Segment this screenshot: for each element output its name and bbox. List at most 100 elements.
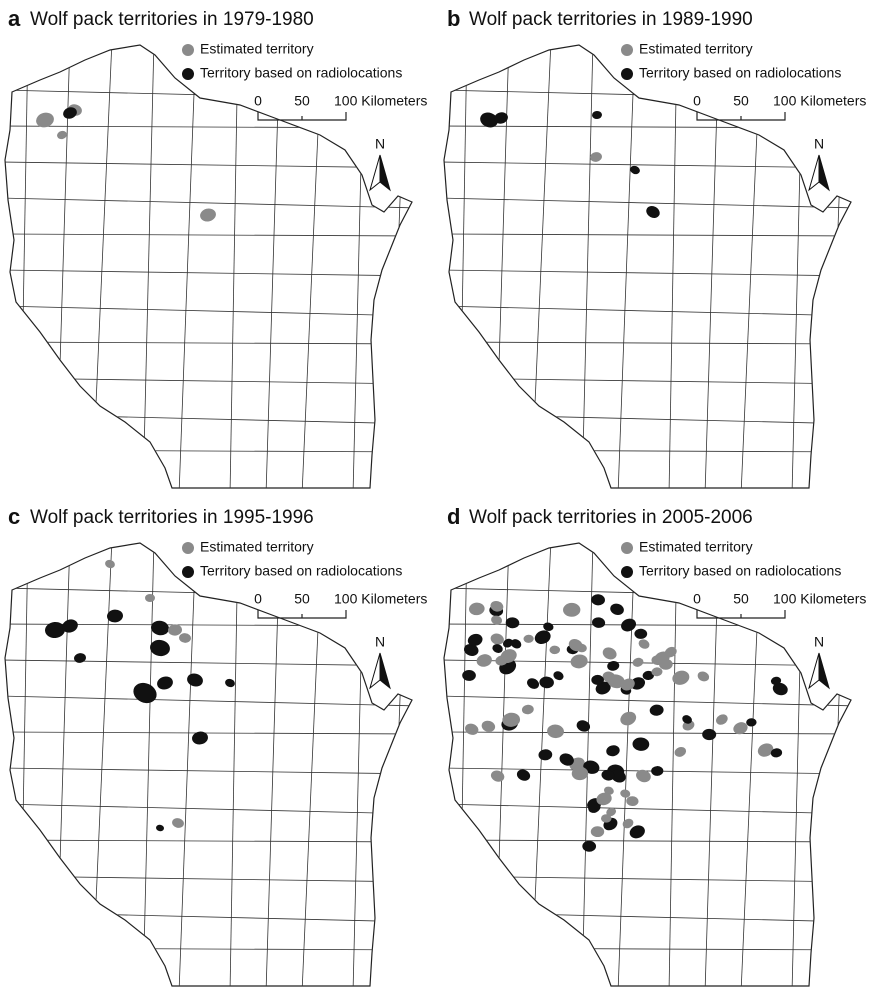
state-outline	[443, 542, 852, 987]
estimated-territory	[502, 712, 521, 727]
radio-territory	[651, 766, 664, 776]
north-arrow	[369, 652, 381, 690]
radio-territory	[591, 674, 604, 686]
county-line	[5, 767, 412, 775]
scale-label: 0	[254, 591, 262, 607]
estimated-territory	[716, 714, 728, 725]
radio-territory	[642, 670, 655, 681]
legend-label: Territory based on radiolocations	[200, 65, 402, 81]
radio-territory	[601, 769, 615, 781]
estimated-territory	[465, 723, 479, 735]
panel-letter: b	[447, 6, 460, 31]
scale-label: 0	[693, 591, 701, 607]
state-outline	[443, 44, 852, 489]
legend-label: Territory based on radiolocations	[639, 65, 841, 81]
scale-bar	[696, 112, 786, 121]
radio-territory	[516, 769, 531, 781]
scale-label: 100 Kilometers	[773, 591, 866, 607]
radio-territory	[610, 603, 624, 615]
county-line	[581, 45, 594, 488]
estimated-territory	[602, 647, 617, 660]
radio-territory	[74, 653, 86, 663]
county-line	[444, 269, 851, 277]
radio-territory	[494, 112, 508, 124]
radio-territory	[770, 676, 782, 686]
estimated-territory	[172, 818, 184, 828]
radio-territory	[772, 682, 788, 696]
radio-territory	[592, 617, 606, 628]
legend-swatch	[621, 44, 633, 56]
estimated-territory	[490, 770, 505, 782]
county-line	[178, 543, 197, 986]
scale-bar	[257, 112, 347, 121]
county-line	[5, 233, 412, 237]
north-arrow	[379, 154, 391, 192]
radio-territory	[649, 704, 664, 716]
scale-label: 50	[294, 93, 310, 109]
scale-label: 100 Kilometers	[773, 93, 866, 109]
county-line	[444, 233, 851, 237]
county-line	[444, 197, 851, 209]
radio-territory	[646, 206, 660, 218]
radio-territory	[133, 682, 157, 704]
county-line	[444, 839, 851, 843]
estimated-territory	[622, 818, 634, 829]
legend-label: Estimated territory	[200, 539, 314, 555]
radio-territory	[559, 753, 574, 766]
estimated-territory	[36, 112, 54, 128]
estimated-territory	[179, 633, 191, 643]
radio-territory	[592, 110, 602, 120]
county-line	[5, 305, 412, 317]
north-label: N	[375, 634, 385, 650]
north-label: N	[375, 136, 385, 152]
legend-label: Estimated territory	[639, 41, 753, 57]
legend-swatch	[621, 566, 633, 578]
estimated-territory	[168, 624, 182, 636]
estimated-territory	[638, 639, 650, 649]
county-line	[142, 45, 155, 488]
north-arrow	[369, 154, 381, 192]
county-line	[5, 659, 412, 667]
radio-territory	[45, 621, 65, 639]
radio-territory	[527, 678, 540, 689]
estimated-territory	[636, 769, 651, 783]
legend-swatch	[182, 68, 194, 80]
radio-territory	[543, 622, 554, 631]
scale-bar	[257, 610, 347, 619]
map-panel: d Wolf pack territories in 2005-2006 Estim…	[443, 504, 866, 987]
county-line	[617, 45, 636, 488]
radio-territory	[107, 609, 123, 623]
radio-territory	[606, 745, 620, 757]
county-line	[5, 731, 412, 735]
estimated-territory	[674, 747, 687, 757]
radio-territory	[187, 673, 203, 687]
estimated-territory	[490, 633, 504, 645]
estimated-territory	[607, 674, 625, 689]
estimated-territory	[697, 671, 710, 682]
legend-label: Estimated territory	[639, 539, 753, 555]
counties	[5, 45, 412, 488]
county-line	[5, 839, 412, 843]
north-arrow	[808, 652, 820, 690]
estimated-territory	[495, 655, 508, 666]
radio-territory	[634, 628, 648, 639]
scale-label: 50	[733, 591, 749, 607]
county-line	[444, 803, 851, 815]
radio-territory	[621, 618, 637, 632]
county-line	[5, 269, 412, 277]
radio-territory	[462, 669, 476, 681]
estimated-territory	[620, 789, 631, 798]
legend-label: Estimated territory	[200, 41, 314, 57]
radio-territory	[463, 643, 479, 656]
radio-territory	[630, 165, 640, 175]
county-line	[5, 803, 412, 815]
radio-territory	[611, 769, 626, 783]
radio-territory	[150, 639, 170, 657]
scale-label: 100 Kilometers	[334, 591, 427, 607]
estimated-territory	[491, 615, 503, 625]
panel-title: Wolf pack territories in 1979-1980	[30, 9, 314, 30]
radio-territory	[151, 620, 169, 636]
radio-territory	[595, 681, 611, 695]
estimated-territory	[549, 645, 561, 655]
